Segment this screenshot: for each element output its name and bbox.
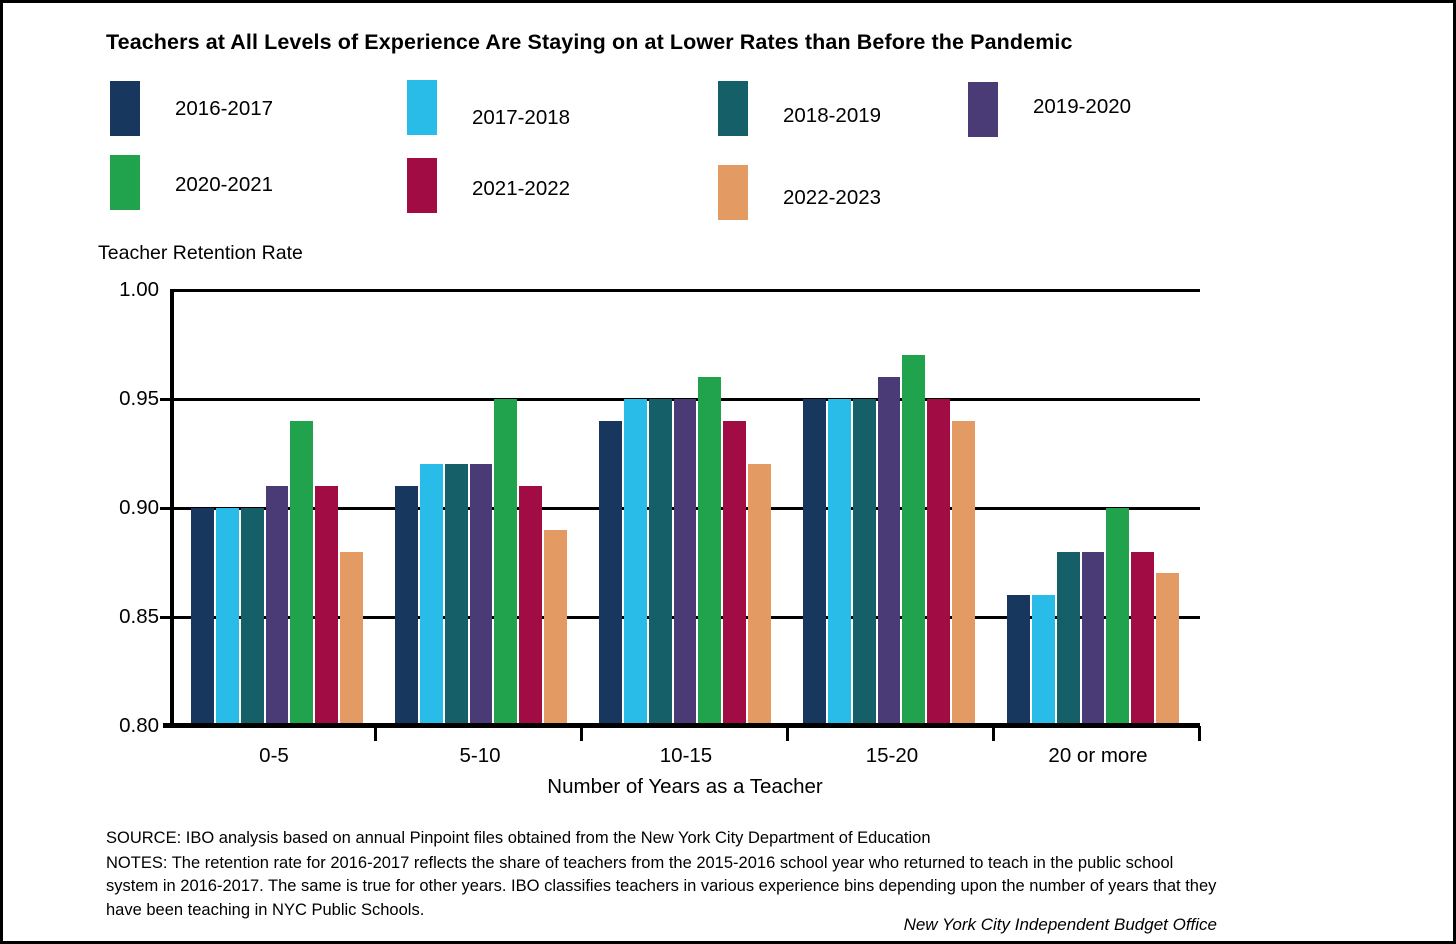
gridline-1.00 [170, 288, 1200, 292]
legend-item-2018-2019: 2018-2019 [718, 81, 881, 136]
bar-group-0-5 [191, 290, 364, 726]
y-axis-title: Teacher Retention Rate [98, 242, 303, 264]
x-axis-line [163, 723, 1200, 728]
bar-2021-2022-10-15 [723, 420, 747, 726]
y-tick-label-0.85: 0.85 [119, 605, 159, 628]
legend-item-label: 2022-2023 [783, 185, 882, 209]
bar-2020-2021-10-15 [698, 377, 722, 726]
y-tick-label-0.90: 0.90 [119, 496, 159, 519]
bar-2021-2022-5-10 [519, 486, 543, 726]
legend-item-label: 2021-2022 [472, 176, 571, 200]
attribution: New York City Independent Budget Office [903, 915, 1217, 934]
bar-2016-2017-15-20 [803, 399, 826, 726]
bar-2022-2023-20 or more [1156, 573, 1180, 726]
bar-2016-2017-10-15 [599, 420, 622, 726]
legend-item-2020-2021: 2020-2021 [110, 155, 273, 210]
bar-2022-2023-0-5 [340, 551, 364, 726]
legend-swatch-2018-2019 [718, 81, 748, 136]
bar-2018-2019-10-15 [648, 399, 672, 726]
bar-2017-2018-0-5 [215, 508, 239, 726]
bar-2016-2017-0-5 [191, 508, 214, 726]
y-tick-label-0.80: 0.80 [119, 714, 159, 737]
x-tick-label-5-10: 5-10 [459, 744, 501, 767]
bar-2018-2019-5-10 [444, 464, 468, 726]
legend-item-label: 2019-2020 [1033, 94, 1132, 118]
x-tick-label-15-20: 15-20 [865, 744, 919, 767]
legend-swatch-2017-2018 [407, 80, 437, 135]
plot-area [160, 288, 1201, 741]
bar-2020-2021-15-20 [902, 355, 926, 726]
y-axis-tick-0.90 [160, 506, 170, 510]
bar-2019-2020-5-10 [469, 464, 493, 726]
bar-2021-2022-0-5 [315, 486, 339, 726]
notes-text: NOTES: The retention rate for 2016-2017 … [106, 854, 1217, 919]
bar-2018-2019-0-5 [240, 508, 264, 726]
legend-item-2017-2018: 2017-2018 [407, 80, 570, 135]
bar-2022-2023-5-10 [544, 529, 568, 726]
x-axis-tick [992, 726, 995, 741]
bar-group-20 or more [1007, 290, 1180, 726]
bar-2022-2023-10-15 [748, 464, 772, 726]
legend-swatch-2016-2017 [110, 81, 140, 136]
y-tick-label-1.00: 1.00 [119, 278, 159, 301]
bar-2019-2020-0-5 [265, 486, 289, 726]
legend: 2016-2017 2017-2018 2018-2019 2019-2020 2020… [3, 3, 1453, 233]
bar-2016-2017-5-10 [395, 486, 418, 726]
legend-item-label: 2018-2019 [783, 103, 882, 127]
bar-2019-2020-15-20 [877, 377, 901, 726]
legend-swatch-2020-2021 [110, 155, 140, 210]
bar-2019-2020-20 or more [1081, 551, 1105, 726]
x-tick-label-10-15: 10-15 [659, 744, 713, 767]
x-axis-tick [1198, 726, 1201, 741]
bar-2021-2022-15-20 [927, 399, 951, 726]
x-axis-tick [374, 726, 377, 741]
legend-item-2021-2022: 2021-2022 [407, 158, 570, 213]
bar-2018-2019-15-20 [852, 399, 876, 726]
chart-title: Teachers at All Levels of Experience Are… [106, 30, 1073, 54]
bar-2022-2023-15-20 [952, 420, 976, 726]
bar-2020-2021-20 or more [1106, 508, 1130, 726]
legend-item-2022-2023: 2022-2023 [718, 165, 881, 220]
legend-item-label: 2016-2017 [175, 96, 274, 120]
bar-group-15-20 [803, 290, 976, 726]
bar-2016-2017-20 or more [1007, 595, 1030, 726]
bar-2017-2018-20 or more [1031, 595, 1055, 726]
bar-group-10-15 [599, 290, 772, 726]
y-tick-label-0.95: 0.95 [119, 387, 159, 410]
bar-2019-2020-10-15 [673, 399, 697, 726]
legend-item-2016-2017: 2016-2017 [110, 81, 273, 136]
x-axis-title: Number of Years as a Teacher [547, 775, 823, 798]
bar-2017-2018-5-10 [419, 464, 443, 726]
bar-2017-2018-10-15 [623, 399, 647, 726]
legend-item-2019-2020: 2019-2020 [968, 82, 1131, 137]
bar-2018-2019-20 or more [1056, 551, 1080, 726]
legend-item-label: 2017-2018 [472, 105, 571, 129]
x-axis-tick [786, 726, 789, 741]
bar-2020-2021-0-5 [290, 420, 314, 726]
y-axis-tick-0.95 [160, 397, 170, 401]
x-tick-label-20 or more: 20 or more [1048, 744, 1148, 767]
legend-swatch-2021-2022 [407, 158, 437, 213]
bar-group-5-10 [395, 290, 568, 726]
x-tick-label-0-5: 0-5 [259, 744, 289, 767]
legend-item-label: 2020-2021 [175, 172, 274, 196]
x-axis-tick [580, 726, 583, 741]
bar-2021-2022-20 or more [1131, 551, 1155, 726]
y-axis-line [170, 290, 174, 726]
y-axis-tick-0.85 [160, 615, 170, 619]
source-note: SOURCE: IBO analysis based on annual Pin… [106, 829, 931, 847]
legend-swatch-2019-2020 [968, 82, 998, 137]
legend-swatch-2022-2023 [718, 165, 748, 220]
bar-2017-2018-15-20 [827, 399, 851, 726]
bar-2020-2021-5-10 [494, 399, 518, 726]
